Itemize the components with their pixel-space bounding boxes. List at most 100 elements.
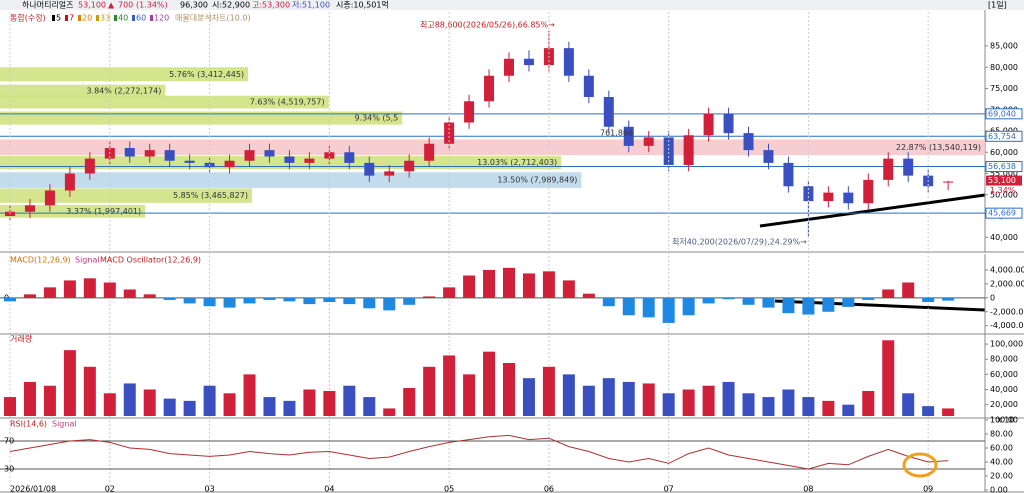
bar bbox=[63, 280, 76, 298]
volume-profile bbox=[0, 67, 249, 82]
candle-body bbox=[523, 58, 534, 66]
bar bbox=[183, 400, 196, 416]
candle-body bbox=[244, 150, 255, 161]
y-tick-label: 100.00 bbox=[990, 416, 1018, 425]
bar bbox=[722, 297, 735, 300]
legend-label: 120 bbox=[154, 14, 169, 23]
bar bbox=[782, 389, 795, 416]
y-tick-label: 80,000 bbox=[990, 63, 1018, 72]
candle-body bbox=[943, 181, 954, 183]
legend-label: 7 bbox=[69, 14, 74, 23]
candle-body bbox=[164, 150, 175, 161]
bar bbox=[862, 391, 875, 416]
legend-label: RSI(14,6) bbox=[10, 420, 47, 429]
bar bbox=[822, 400, 835, 416]
candle-body bbox=[44, 190, 55, 206]
bar bbox=[542, 366, 555, 416]
y-tick-label: 60.00 bbox=[990, 444, 1013, 453]
legend-title: 통합(수정) bbox=[10, 13, 46, 23]
change-pct: (1.34%) bbox=[136, 1, 168, 10]
bar bbox=[403, 297, 416, 305]
bar bbox=[163, 297, 176, 300]
bar bbox=[83, 278, 96, 298]
volume-profile bbox=[0, 95, 329, 109]
legend-swatch bbox=[78, 15, 81, 21]
bar bbox=[83, 366, 96, 416]
bar bbox=[902, 282, 915, 298]
bar bbox=[742, 393, 755, 416]
y-tick-label: 4,000.00 bbox=[990, 265, 1024, 274]
bar bbox=[443, 287, 456, 298]
legend-label: 5 bbox=[56, 14, 61, 23]
level-box bbox=[985, 130, 1023, 142]
y-tick-label: 40,000 bbox=[990, 233, 1018, 242]
y-tick-label: 80,000 bbox=[990, 355, 1018, 364]
legend-label: MACD Oscillator(12,26,9) bbox=[100, 256, 201, 265]
bar bbox=[63, 350, 76, 416]
bar bbox=[882, 340, 895, 416]
bar bbox=[383, 297, 396, 311]
bar bbox=[403, 387, 416, 416]
candle-body bbox=[24, 205, 35, 212]
bar bbox=[4, 297, 16, 302]
bar bbox=[822, 297, 835, 312]
y-tick-label: 2,000.00 bbox=[990, 279, 1024, 288]
candle-body bbox=[344, 152, 355, 163]
bar bbox=[483, 269, 496, 298]
y-tick-label: -2,000.00 bbox=[990, 307, 1024, 316]
bar bbox=[562, 280, 575, 298]
bar bbox=[103, 282, 116, 298]
bar bbox=[243, 297, 256, 304]
profile-label: 7.63% (4,519,757) bbox=[250, 98, 325, 107]
candle-body bbox=[384, 171, 395, 176]
bar bbox=[303, 389, 316, 416]
profile-label: 5.85% (3,465,827) bbox=[173, 191, 248, 200]
x-tick-label: 03 bbox=[205, 485, 215, 493]
candle-body bbox=[124, 148, 135, 157]
bar bbox=[363, 297, 376, 309]
axis-unit: x 10 bbox=[997, 416, 1014, 425]
x-tick-label: 05 bbox=[444, 485, 454, 493]
x-tick-label: 02 bbox=[105, 485, 115, 493]
volume-profile bbox=[0, 156, 562, 170]
y-tick-label: 40,000 bbox=[990, 385, 1018, 394]
bar bbox=[163, 398, 176, 416]
annotation: 최고88,600(2026/05/26),66.85%→ bbox=[420, 20, 555, 30]
legend-label: 40 bbox=[118, 14, 128, 23]
bar bbox=[203, 297, 216, 307]
bar bbox=[642, 297, 655, 318]
y-tick-label: 60,000 bbox=[990, 148, 1018, 157]
bar bbox=[762, 297, 775, 308]
volume-profile bbox=[0, 84, 166, 97]
bar bbox=[662, 393, 675, 416]
bar bbox=[383, 408, 396, 416]
bar bbox=[123, 289, 136, 298]
band-label: 70 bbox=[4, 437, 14, 446]
level-label: 56,638 bbox=[988, 162, 1016, 171]
bar bbox=[43, 287, 56, 298]
candle-body bbox=[623, 126, 634, 146]
bar bbox=[503, 363, 515, 416]
candle-body bbox=[703, 114, 714, 136]
bar bbox=[203, 385, 216, 416]
bar bbox=[343, 385, 356, 416]
bar bbox=[283, 400, 296, 416]
candle-body bbox=[663, 137, 674, 165]
candle-body bbox=[823, 192, 834, 202]
y-tick-label: 60,000 bbox=[990, 370, 1018, 379]
bar bbox=[802, 397, 815, 416]
candle-body bbox=[783, 162, 794, 187]
bar bbox=[722, 381, 735, 416]
last-box bbox=[986, 175, 1022, 186]
bar bbox=[522, 273, 535, 298]
bar bbox=[483, 351, 496, 416]
x-tick-label: 07 bbox=[664, 485, 674, 493]
bar bbox=[43, 385, 56, 416]
bar bbox=[143, 294, 156, 298]
legend-swatch bbox=[65, 15, 68, 21]
bar bbox=[942, 297, 955, 301]
y-tick-label: 0 bbox=[990, 293, 995, 302]
y-tick-label: 20,000 bbox=[990, 400, 1018, 409]
period[interactable]: [1일] bbox=[988, 1, 1007, 10]
y-tick-label: 0.00 bbox=[990, 486, 1008, 493]
